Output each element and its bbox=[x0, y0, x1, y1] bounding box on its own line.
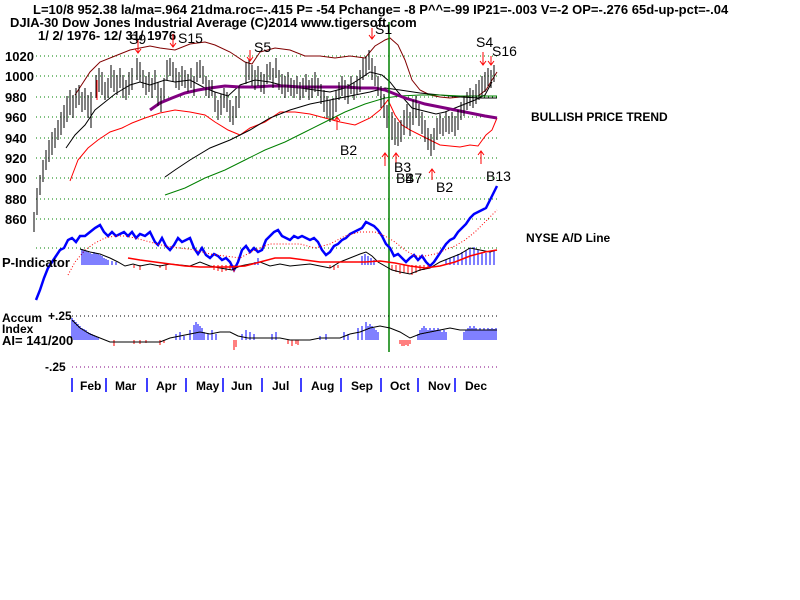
accum-histogram bbox=[71, 318, 497, 350]
y-tick-980: 980 bbox=[5, 90, 27, 105]
signal-b7: B7 bbox=[405, 170, 423, 186]
month-apr: Apr bbox=[156, 379, 177, 393]
stats-header: L=10/8 952.38 la/ma=.964 21dma.roc=-.415… bbox=[33, 2, 729, 17]
month-feb: Feb bbox=[80, 379, 102, 393]
ad-line-label: NYSE A/D Line bbox=[526, 231, 611, 245]
signal-b2-aug: B2 bbox=[340, 142, 358, 158]
gridlines bbox=[36, 55, 497, 249]
month-oct: Oct bbox=[390, 379, 411, 393]
y-tick-880: 880 bbox=[5, 192, 27, 207]
y-tick-940: 940 bbox=[5, 131, 27, 146]
lower-band bbox=[69, 99, 498, 182]
green-ma bbox=[164, 94, 497, 196]
upper-band bbox=[74, 37, 498, 99]
month-may: May bbox=[196, 379, 220, 393]
signal-s1: S1 bbox=[375, 21, 393, 37]
ad-ma-dotted bbox=[67, 209, 498, 276]
p-indicator-ma bbox=[127, 249, 498, 269]
ai-label: AI= 141/200 bbox=[2, 333, 74, 348]
signal-s16: S16 bbox=[492, 43, 517, 59]
accum-label: Accum bbox=[2, 311, 43, 325]
signal-b4: B4 bbox=[396, 170, 414, 186]
signal-b2-nov: B2 bbox=[436, 179, 454, 195]
chart-title: DJIA-30 Dow Jones Industrial Average (C)… bbox=[10, 15, 417, 30]
signal-s5: S5 bbox=[254, 39, 272, 55]
signal-arrows bbox=[96, 28, 495, 180]
p-indicator-line bbox=[79, 247, 498, 275]
y-tick-1000: 1000 bbox=[5, 69, 34, 84]
price-bars bbox=[33, 50, 495, 232]
y-tick-960: 960 bbox=[5, 110, 27, 125]
month-jul: Jul bbox=[272, 379, 290, 393]
trend-label: BULLISH PRICE TREND bbox=[531, 110, 668, 124]
accum-bottom-tick: -.25 bbox=[45, 360, 66, 374]
month-jun: Jun bbox=[231, 379, 253, 393]
date-range: 1/ 2/ 1976- 12/ 31/ 1976 bbox=[38, 28, 177, 43]
p-indicator-label: P-Indicator bbox=[2, 255, 70, 270]
signal-b13: B13 bbox=[486, 168, 511, 184]
signal-s4: S4 bbox=[476, 34, 494, 50]
accum-ma bbox=[71, 319, 497, 343]
signal-s15: S15 bbox=[178, 30, 203, 46]
signal-b3: B3 bbox=[394, 159, 412, 175]
month-dec: Dec bbox=[465, 379, 488, 393]
month-nov: Nov bbox=[428, 379, 451, 393]
y-tick-1020: 1020 bbox=[5, 49, 34, 64]
month-mar: Mar bbox=[115, 379, 137, 393]
index-label: Index bbox=[2, 322, 34, 336]
ad-line bbox=[34, 185, 499, 301]
accum-top-tick: +.25 bbox=[48, 309, 72, 323]
y-tick-920: 920 bbox=[5, 151, 27, 166]
month-ticks bbox=[71, 378, 456, 392]
month-aug: Aug bbox=[311, 379, 335, 393]
signal-s9: S9 bbox=[129, 31, 147, 47]
month-sep: Sep bbox=[351, 379, 374, 393]
y-tick-860: 860 bbox=[5, 212, 27, 227]
y-tick-900: 900 bbox=[5, 171, 27, 186]
